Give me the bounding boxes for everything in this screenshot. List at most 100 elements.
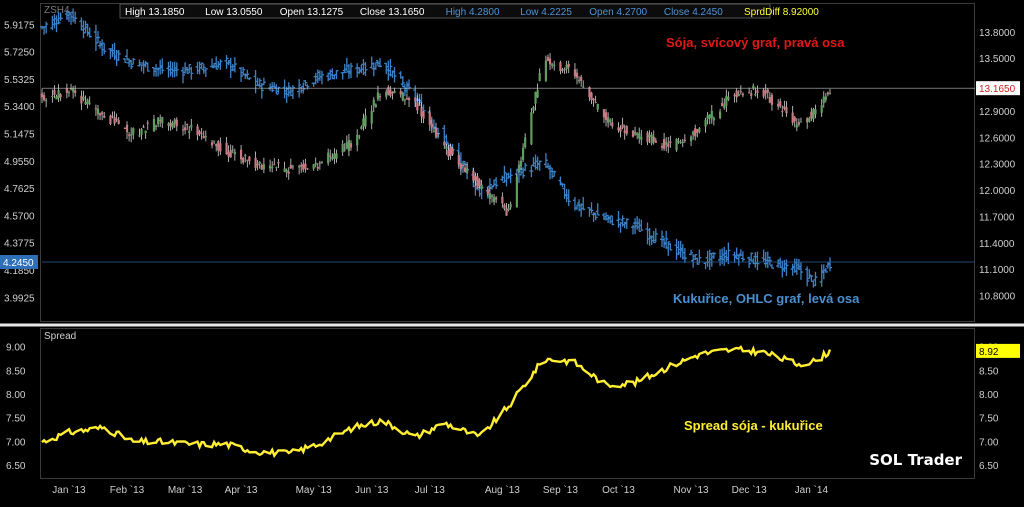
corn-ohlc-bar bbox=[633, 218, 638, 235]
corn-ohlc-bar bbox=[678, 240, 683, 258]
corn-ohlc-bar bbox=[543, 153, 548, 168]
soy-candle bbox=[430, 116, 433, 134]
x-tick-label: Mar `13 bbox=[168, 484, 203, 496]
soy-candle bbox=[648, 130, 651, 144]
soy-candle bbox=[436, 132, 440, 138]
soy-candle bbox=[530, 108, 533, 146]
soy-candle bbox=[82, 90, 85, 102]
x-tick-label: Jan `14 bbox=[795, 484, 829, 496]
soy-candle bbox=[244, 153, 247, 163]
corn-ohlc-bar bbox=[664, 230, 669, 249]
corn-ohlc-bar bbox=[154, 64, 159, 77]
x-tick-label: Jan `13 bbox=[52, 484, 86, 496]
soy-candle bbox=[679, 139, 682, 144]
soy-candle bbox=[65, 83, 68, 99]
corn-ohlc-bar bbox=[811, 280, 816, 288]
soy-candle bbox=[828, 88, 832, 95]
corn-ohlc-bar bbox=[145, 62, 150, 72]
header-item: Low 13.0550 bbox=[205, 7, 263, 18]
soy-candle bbox=[459, 162, 462, 176]
corn-ohlc-bar bbox=[662, 237, 667, 248]
corn-ohlc-bar bbox=[199, 62, 204, 70]
corn-ohlc-bar bbox=[160, 58, 165, 74]
spread-left-tick-label: 7.00 bbox=[6, 437, 26, 448]
corn-ohlc-bar bbox=[751, 258, 756, 265]
right-tick-label: 12.9000 bbox=[979, 107, 1016, 118]
soy-candle bbox=[210, 139, 214, 149]
soy-candle bbox=[225, 136, 228, 155]
spread-left-tick-label: 6.50 bbox=[6, 461, 26, 472]
soy-candle bbox=[132, 127, 135, 140]
corn-ohlc-bar bbox=[558, 176, 563, 186]
soy-candle bbox=[447, 145, 450, 160]
soy-candle bbox=[667, 136, 670, 153]
spread-right-tick-label: 8.50 bbox=[979, 366, 999, 377]
soy-candle bbox=[476, 172, 479, 189]
spread-panel-title: Spread bbox=[44, 331, 76, 342]
soy-candle bbox=[42, 92, 46, 102]
soy-candle bbox=[157, 116, 160, 128]
corn-ohlc-bar bbox=[724, 250, 729, 262]
soy-candle bbox=[457, 151, 460, 169]
soy-candle bbox=[113, 111, 116, 126]
corn-ohlc-bar bbox=[639, 219, 644, 231]
soy-candle bbox=[524, 133, 527, 149]
soy-candle bbox=[559, 60, 562, 75]
soy-candle bbox=[692, 130, 695, 140]
soy-candle bbox=[364, 108, 367, 129]
corn-ohlc-bar bbox=[618, 222, 623, 233]
soy-candle bbox=[681, 138, 684, 148]
soy-candle bbox=[704, 117, 707, 133]
soy-candle bbox=[103, 111, 106, 119]
soy-candle bbox=[750, 89, 753, 100]
soy-candle bbox=[55, 94, 58, 100]
soy-candle bbox=[764, 84, 767, 100]
corn-ohlc-bar bbox=[172, 61, 177, 78]
soy-candle bbox=[538, 68, 541, 82]
soy-candle bbox=[219, 137, 222, 156]
corn-ohlc-bar bbox=[73, 11, 78, 24]
corn-ohlc-bar bbox=[342, 63, 347, 74]
soy-candle bbox=[254, 151, 257, 171]
x-tick-label: Jun `13 bbox=[355, 484, 389, 496]
corn-ohlc-bar bbox=[181, 66, 186, 84]
corn-ohlc-bar bbox=[95, 31, 100, 44]
corn-ohlc-bar bbox=[819, 264, 824, 287]
last-value-markers: 13.1650 4.2450 8.92 bbox=[0, 81, 1020, 358]
right-tick-label: 13.5000 bbox=[979, 54, 1016, 65]
corn-ohlc-bar bbox=[761, 249, 766, 262]
soy-candle bbox=[262, 157, 265, 174]
header-item: High 4.2800 bbox=[446, 7, 500, 18]
soy-candle bbox=[318, 160, 321, 170]
corn-ohlc-bar bbox=[319, 70, 324, 85]
corn-ohlc-bar bbox=[112, 42, 117, 61]
soy-candle bbox=[248, 156, 251, 165]
soy-candle bbox=[40, 88, 44, 104]
corn-ohlc-bar bbox=[562, 183, 567, 199]
soy-candle bbox=[779, 98, 782, 109]
corn-ohlc-bar bbox=[738, 249, 743, 256]
corn-ohlc-bar bbox=[718, 249, 723, 266]
soy-candle bbox=[781, 105, 784, 117]
soy-candle bbox=[619, 125, 622, 138]
left-tick-label: 4.1850 bbox=[4, 266, 35, 277]
corn-ohlc-bar bbox=[676, 241, 681, 256]
x-tick-label: Dec `13 bbox=[732, 484, 767, 496]
corn-ohlc-bar bbox=[137, 59, 142, 67]
main-panel-frame bbox=[40, 3, 975, 322]
soy-candle bbox=[169, 119, 172, 131]
soy-candle bbox=[621, 117, 624, 130]
left-tick-label: 4.5700 bbox=[4, 211, 35, 222]
corn-ohlc-bar bbox=[755, 251, 760, 271]
corn-ohlc-bar bbox=[591, 212, 596, 222]
soy-candle bbox=[111, 111, 114, 119]
soy-candle bbox=[190, 118, 193, 131]
spread-last-value: 8.92 bbox=[979, 347, 999, 358]
header-item: Low 4.2225 bbox=[520, 7, 572, 18]
soy-candle bbox=[625, 125, 628, 136]
soy-candle bbox=[204, 130, 207, 142]
soy-candle bbox=[507, 203, 510, 212]
soy-candle bbox=[725, 89, 728, 112]
corn-ohlc-bar bbox=[680, 244, 685, 260]
soy-candle bbox=[370, 105, 373, 130]
